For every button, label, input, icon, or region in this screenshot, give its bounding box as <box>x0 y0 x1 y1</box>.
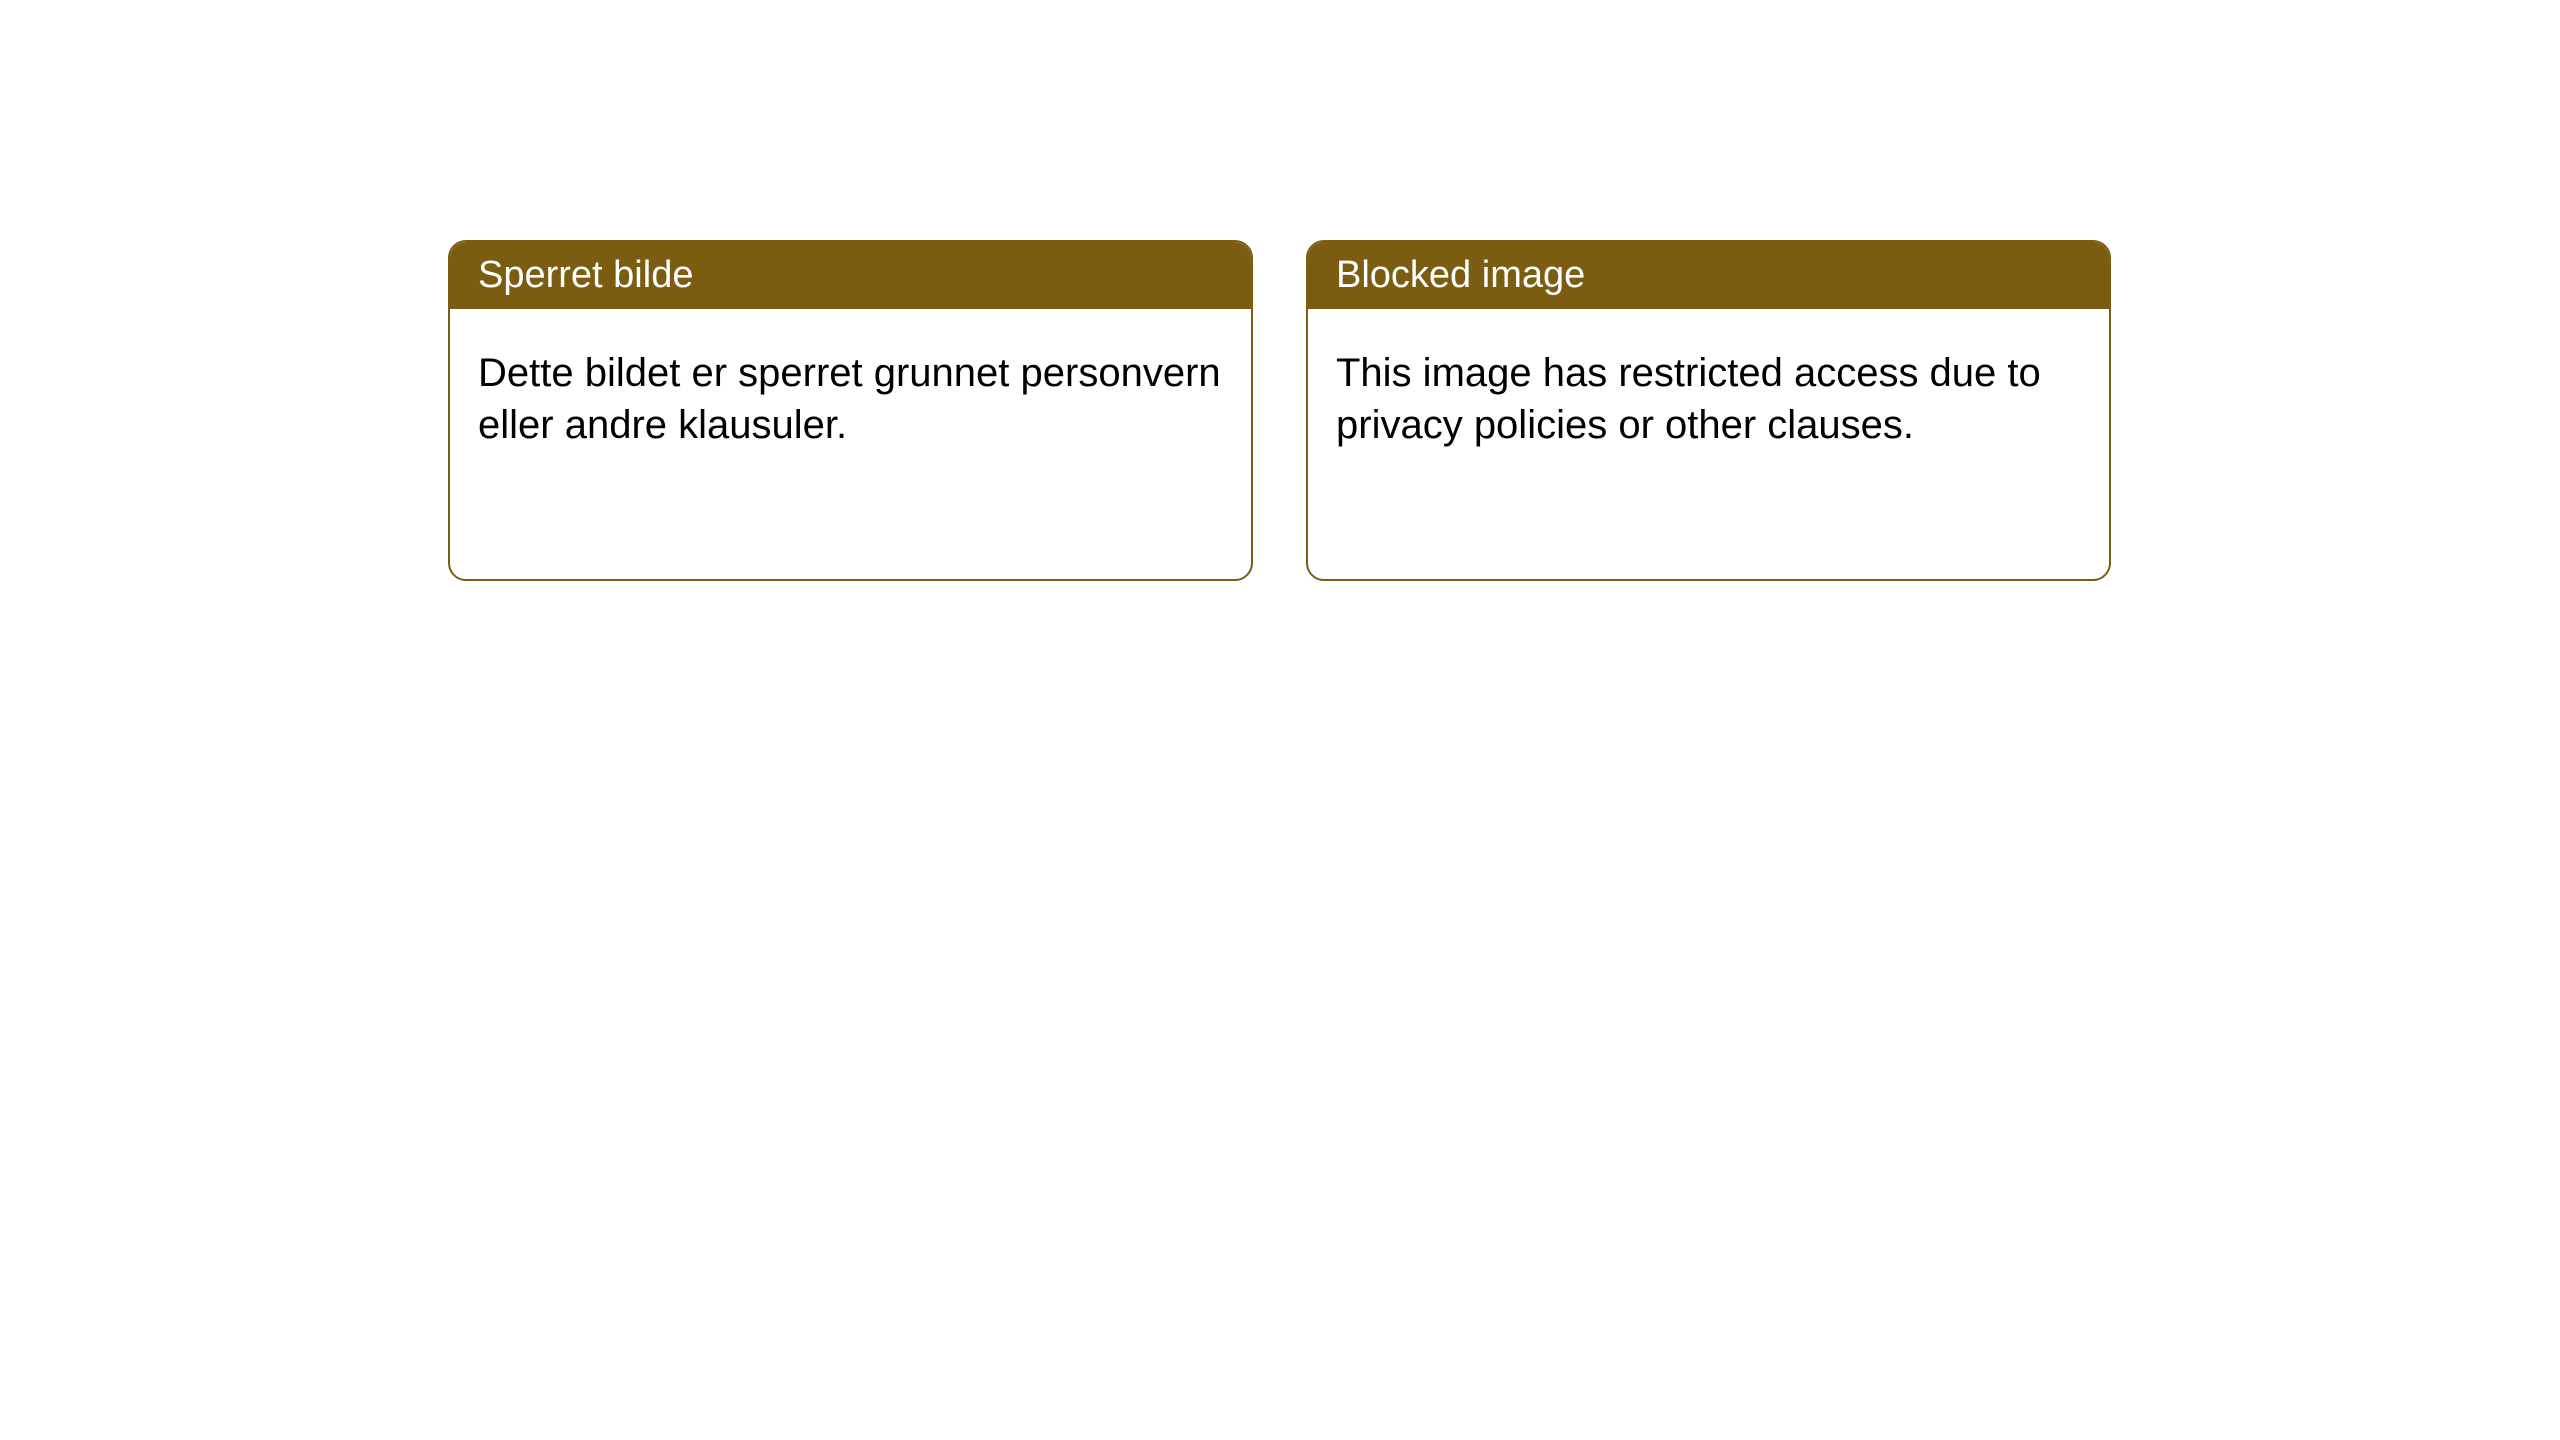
notice-card-body: This image has restricted access due to … <box>1308 309 2109 579</box>
notice-card-header: Sperret bilde <box>450 242 1251 309</box>
notice-card-header: Blocked image <box>1308 242 2109 309</box>
notice-card-english: Blocked image This image has restricted … <box>1306 240 2111 581</box>
notice-card-norwegian: Sperret bilde Dette bildet er sperret gr… <box>448 240 1253 581</box>
notice-card-body: Dette bildet er sperret grunnet personve… <box>450 309 1251 579</box>
notice-cards-container: Sperret bilde Dette bildet er sperret gr… <box>448 240 2111 581</box>
